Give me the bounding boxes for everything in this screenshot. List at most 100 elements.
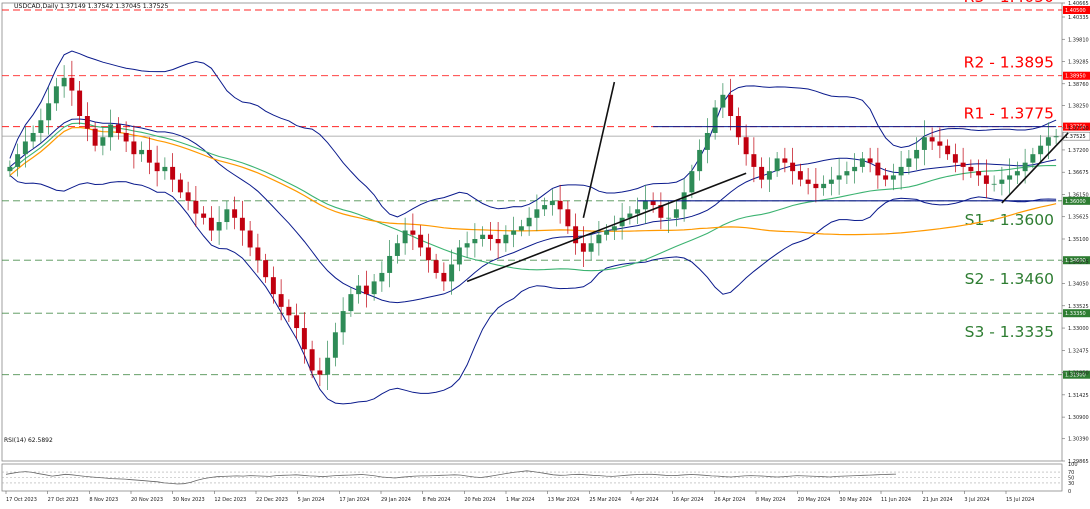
candle-body: [937, 141, 943, 146]
candle-body: [139, 149, 145, 155]
candle-body: [728, 94, 734, 117]
grid: [1, 2, 1063, 492]
candle-body: [759, 166, 765, 180]
rsi-tick-label: 0: [1068, 489, 1071, 495]
price-tick-label: 1.39810: [1068, 37, 1089, 43]
candle-body: [976, 171, 982, 176]
candle-body: [22, 141, 28, 155]
moving-averages: [9, 122, 1057, 272]
candle-body: [797, 171, 803, 180]
candle-body: [270, 277, 276, 295]
candle-body: [573, 226, 579, 244]
level-price-tag: [1063, 196, 1090, 205]
level-price-tag: [1063, 370, 1090, 379]
rsi-tick-label: 30: [1068, 481, 1074, 487]
candle-body: [363, 285, 369, 295]
candle-body: [604, 230, 610, 235]
date-tick-label: 13 Mar 2024: [548, 497, 580, 503]
candle-body: [766, 171, 772, 180]
candle-body: [371, 281, 377, 295]
date-tick-label: 20 Nov 2023: [131, 497, 163, 503]
price-tick-label: 1.31425: [1068, 393, 1089, 399]
price-tick-label: 1.37720: [1068, 126, 1089, 132]
price-panel-border: [1, 2, 1063, 462]
candle-body: [611, 226, 617, 231]
candle-body: [30, 132, 36, 142]
candle-body: [580, 243, 586, 252]
candle-body: [224, 209, 230, 223]
candle-body: [704, 132, 710, 150]
current-price-tag-label: 1.37525: [1065, 134, 1086, 140]
candle-body: [232, 209, 238, 218]
candle-body: [549, 200, 555, 206]
bollinger-middle: [9, 118, 1057, 304]
candle-body: [1045, 137, 1051, 146]
candle-body: [53, 86, 59, 104]
date-tick-label: 20 Feb 2024: [464, 497, 495, 503]
candle-body: [898, 166, 904, 176]
candle-body: [278, 294, 284, 307]
candle-body: [441, 272, 447, 282]
candle-body: [790, 162, 796, 172]
candle-body: [952, 154, 958, 163]
candle-body: [38, 120, 44, 133]
price-tick-label: 1.38250: [1068, 103, 1089, 109]
candle-body: [673, 209, 679, 218]
date-tick-label: 29 Jan 2024: [381, 497, 411, 503]
candle-body: [487, 234, 493, 239]
level-price-tag: [1063, 5, 1090, 14]
price-tick-label: 1.33000: [1068, 326, 1089, 332]
date-tick-label: 8 Nov 2023: [89, 497, 118, 503]
date-tick-label: 27 Oct 2023: [48, 497, 79, 503]
date-tick-label: 25 Mar 2024: [589, 497, 621, 503]
candle-body: [1038, 145, 1044, 155]
symbol-header: USDCAD,Daily 1.37149 1.37542 1.37045 1.3…: [14, 3, 168, 10]
candle-body: [480, 234, 486, 239]
candle-body: [472, 238, 478, 244]
candle-body: [852, 166, 858, 172]
trendline-rising: [466, 172, 747, 283]
support-resistance-levels: 1.40500 R3 - 1.4050 1.38950 R2 - 1.3895 1.37…: [2, 0, 1090, 379]
date-tick-label: 12 Dec 2023: [214, 497, 246, 503]
date-tick-label: 8 Feb 2024: [423, 497, 451, 503]
candle-body: [712, 107, 718, 133]
candle-body: [332, 332, 338, 358]
candle-body: [828, 179, 834, 184]
candle-body: [46, 103, 52, 121]
date-tick-label: 20 May 2024: [798, 497, 831, 503]
bollinger-bands: [9, 50, 1057, 405]
rsi-tick-label: 70: [1068, 470, 1074, 476]
candle-body: [123, 132, 129, 142]
candle-body: [914, 149, 920, 159]
candle-body: [177, 179, 183, 193]
candle-body: [317, 370, 323, 375]
candle-body: [836, 175, 842, 180]
candle-body: [69, 77, 75, 91]
candle-body: [239, 217, 245, 231]
date-tick-label: 1 Mar 2024: [506, 497, 535, 503]
candle-body: [495, 238, 501, 244]
candle-body: [115, 124, 121, 133]
date-tick-label: 26 Apr 2024: [714, 497, 745, 503]
candle-body: [565, 209, 571, 227]
candle-body: [348, 294, 354, 312]
rsi-header: RSI(14) 62.5892: [4, 437, 53, 444]
date-tick-label: 17 Oct 2023: [6, 497, 37, 503]
price-tick-label: 1.31950: [1068, 371, 1089, 377]
level-price-tag: [1063, 309, 1090, 318]
candle-body: [929, 137, 935, 142]
candle-body: [859, 158, 865, 167]
candle-body: [263, 260, 269, 278]
date-tick-label: 22 Dec 2023: [256, 497, 288, 503]
level-price-tag-label: 1.33350: [1065, 311, 1086, 317]
candle-body: [410, 230, 416, 235]
candle-body: [526, 217, 532, 227]
candle-body: [983, 175, 989, 184]
level-price-tag: [1063, 71, 1090, 80]
candle-body: [325, 357, 331, 375]
date-tick-label: 30 Nov 2023: [173, 497, 205, 503]
candle-body: [821, 183, 827, 189]
candle-body: [193, 200, 199, 214]
